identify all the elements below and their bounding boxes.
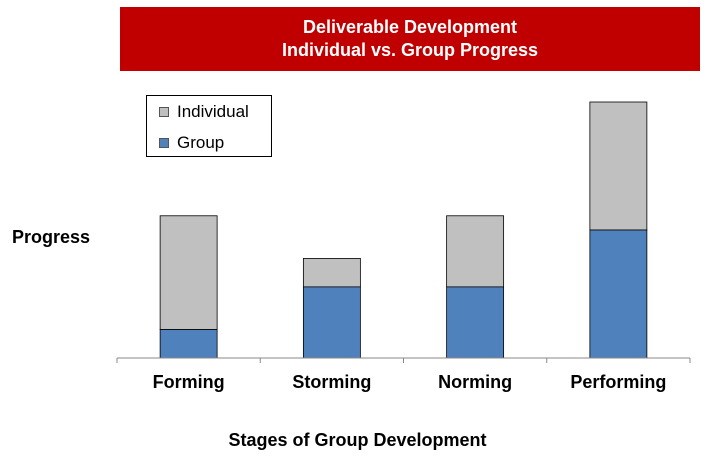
- bar-group-forming: [159, 329, 218, 359]
- x-tick-label-performing: Performing: [570, 372, 666, 392]
- x-tick-label-forming: Forming: [153, 372, 225, 392]
- legend-swatch-group: [159, 138, 169, 148]
- legend-label-group: Group: [177, 133, 225, 152]
- legend-label-individual: Individual: [177, 102, 249, 121]
- x-tick-label-norming: Norming: [438, 372, 512, 392]
- bar-group-norming: [446, 286, 505, 359]
- legend: Individual Group: [146, 95, 272, 157]
- chart-title-line-2: Individual vs. Group Progress: [281, 40, 539, 60]
- bar-individual-performing: [589, 101, 648, 231]
- bar-individual-storming: [302, 258, 361, 288]
- bar-individual-norming: [446, 215, 505, 288]
- y-axis-label: Progress: [12, 227, 91, 247]
- x-tick-label-storming: Storming: [292, 372, 371, 392]
- bar-individual-forming: [159, 215, 218, 330]
- legend-swatch-individual: [159, 107, 169, 117]
- bar-group-performing: [589, 229, 648, 359]
- bar-group-storming: [302, 286, 361, 359]
- chart-title-line-1: Deliverable Development: [302, 17, 518, 37]
- chart-title: Deliverable Development Individual vs. G…: [120, 7, 700, 71]
- x-axis-label: Stages of Group Development: [228, 430, 487, 450]
